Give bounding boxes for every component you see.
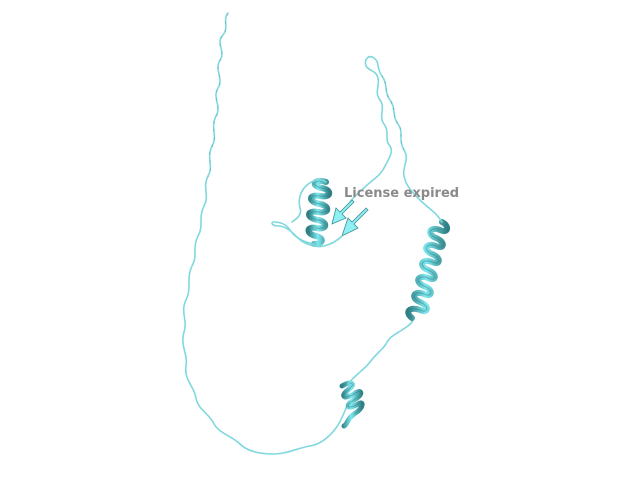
helix-long-right bbox=[405, 219, 450, 321]
coil-upper-right bbox=[349, 55, 443, 223]
helix-small-left bbox=[305, 177, 333, 247]
coil-left-tail-shadow bbox=[207, 13, 229, 178]
coil-middle-right bbox=[347, 317, 415, 385]
coil-small-loop bbox=[271, 179, 343, 248]
beta-strand-pair bbox=[331, 199, 369, 237]
coil-left-tail bbox=[182, 12, 349, 455]
helix-lower-small bbox=[339, 380, 365, 429]
coil-upper-right-shadow bbox=[381, 75, 405, 151]
license-expired-watermark: License expired bbox=[344, 186, 460, 201]
